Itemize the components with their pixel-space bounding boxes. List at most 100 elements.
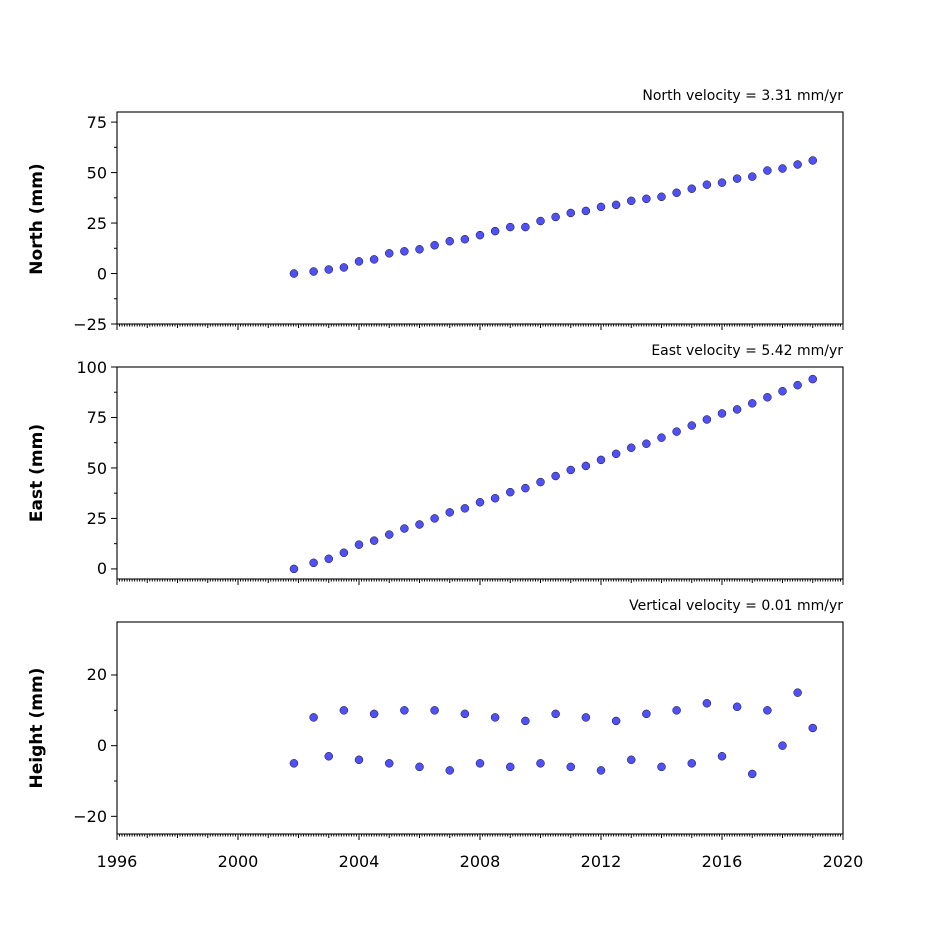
data-point — [354, 755, 364, 765]
ytick-label: 50 — [87, 459, 107, 478]
data-point — [793, 160, 802, 169]
data-point — [778, 387, 787, 396]
data-point — [475, 498, 485, 507]
ytick-label: 50 — [87, 164, 107, 183]
data-point — [369, 709, 379, 719]
data-point — [748, 769, 757, 779]
data-point — [324, 554, 333, 564]
data-point — [732, 405, 742, 414]
data-point — [581, 461, 591, 471]
data-point — [445, 236, 454, 246]
data-point — [339, 263, 349, 272]
ytick-label: 100 — [76, 358, 107, 377]
data-point — [354, 257, 364, 266]
data-point — [490, 494, 500, 503]
data-point — [748, 172, 757, 181]
data-point — [309, 713, 318, 722]
data-point — [354, 540, 364, 549]
xtick-label: 2008 — [460, 852, 501, 871]
data-point — [430, 706, 439, 715]
data-point — [339, 548, 349, 557]
data-point — [445, 766, 454, 775]
data-point — [657, 762, 666, 772]
ytick-label: 25 — [87, 214, 107, 233]
data-point — [611, 200, 621, 210]
data-point — [506, 487, 515, 497]
data-point — [763, 393, 772, 402]
panel-north: North velocity = 3.31 mm/yr North (mm) −… — [27, 88, 844, 334]
data-point — [521, 222, 530, 232]
data-point — [475, 230, 485, 240]
data-point — [793, 688, 802, 697]
data-point — [763, 166, 772, 175]
data-point — [324, 265, 333, 274]
data-point — [536, 216, 545, 226]
series-north — [289, 156, 817, 278]
data-point — [309, 267, 318, 276]
data-point — [672, 188, 681, 197]
xtick-label: 2016 — [702, 852, 743, 871]
y-axis-label-east: East (mm) — [27, 424, 47, 522]
data-point — [521, 483, 530, 493]
data-point — [778, 741, 787, 750]
ytick-label: 20 — [87, 665, 107, 684]
data-point — [385, 530, 394, 539]
ytick-label: 75 — [87, 408, 107, 427]
data-point — [657, 192, 666, 202]
panel-title-east: East velocity = 5.42 mm/yr — [651, 343, 843, 359]
data-point — [460, 234, 470, 244]
data-point — [702, 415, 712, 424]
data-point — [778, 164, 787, 173]
x-ticks-height — [116, 834, 844, 840]
data-point — [566, 762, 575, 772]
data-point — [672, 706, 681, 715]
xtick-label: 2012 — [581, 852, 622, 871]
data-point — [732, 174, 742, 183]
data-point — [400, 247, 409, 256]
data-point — [763, 706, 772, 715]
ytick-label: 25 — [87, 509, 107, 528]
data-point — [536, 759, 545, 768]
plot-area-height — [116, 621, 844, 835]
data-point — [551, 212, 560, 222]
panel-title-north: North velocity = 3.31 mm/yr — [642, 88, 843, 104]
data-point — [490, 713, 500, 722]
ytick-label: 0 — [97, 265, 107, 284]
data-point — [627, 443, 636, 452]
data-point — [627, 755, 636, 765]
data-point — [687, 421, 696, 430]
data-point — [400, 706, 409, 715]
data-point — [687, 184, 696, 193]
data-point — [596, 202, 606, 212]
panel-height: Vertical velocity = 0.01 mm/yr Height (m… — [27, 598, 844, 840]
x-ticks-north — [116, 324, 844, 330]
data-point — [475, 759, 485, 768]
data-point — [460, 504, 470, 513]
data-point — [717, 752, 727, 761]
data-point — [309, 558, 318, 568]
xtick-label: 2020 — [823, 852, 864, 871]
data-point — [521, 716, 530, 726]
data-point — [702, 180, 712, 189]
data-point — [289, 759, 299, 768]
plot-area-north — [116, 111, 844, 325]
data-point — [717, 409, 727, 418]
series-height — [289, 688, 817, 779]
y-ticks-north: −25 0 25 50 75 — [73, 113, 117, 334]
data-point — [748, 399, 757, 408]
data-point — [400, 524, 409, 533]
panel-title-height: Vertical velocity = 0.01 mm/yr — [629, 598, 843, 614]
data-point — [445, 508, 454, 517]
data-point — [385, 249, 394, 258]
x-axis-labels: 1996 2000 2004 2008 2012 2016 2020 — [97, 852, 864, 871]
data-point — [566, 208, 575, 218]
data-point — [611, 449, 621, 459]
data-point — [702, 699, 712, 708]
data-point — [717, 178, 727, 187]
data-point — [460, 709, 470, 719]
data-point — [642, 439, 651, 448]
plot-area-east — [116, 366, 844, 580]
y-axis-label-height: Height (mm) — [27, 668, 47, 789]
data-point — [415, 762, 424, 772]
